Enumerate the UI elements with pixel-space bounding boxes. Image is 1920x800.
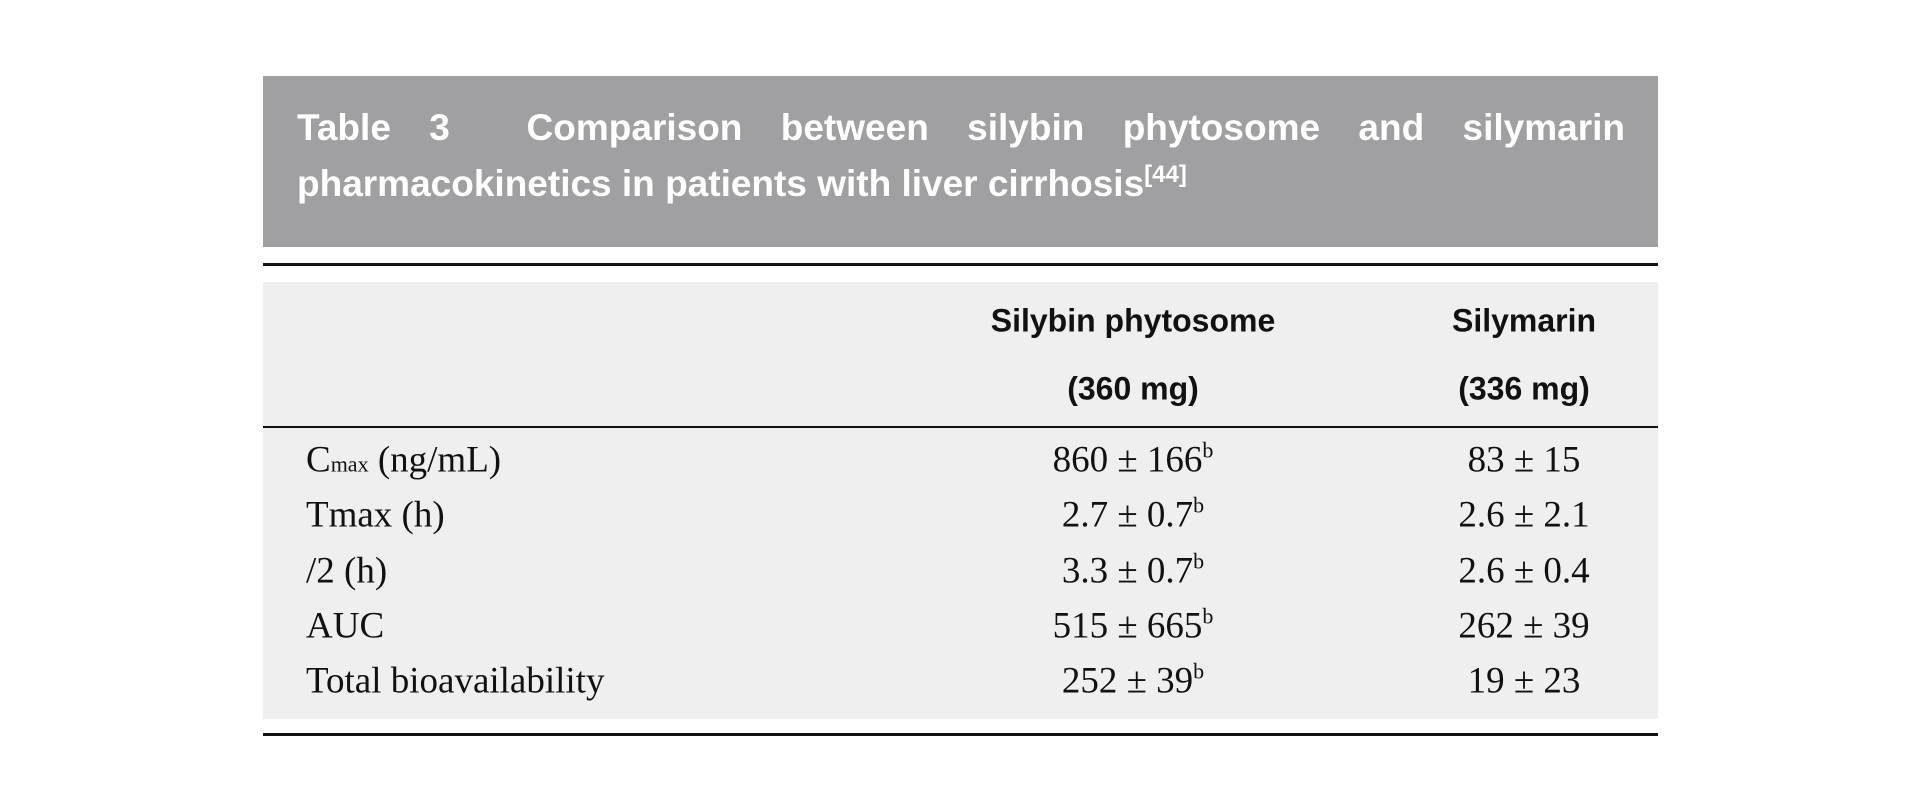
cell-value: 252 ± 39 [1061, 660, 1194, 702]
caption-banner [263, 76, 1658, 247]
row-label: AUC [306, 605, 384, 648]
cell-value: 3.3 ± 0.7 [1061, 550, 1194, 592]
cell-value: 83 ± 15 [1467, 439, 1581, 481]
table-cell: 252 ± 39b [1062, 660, 1204, 703]
cell-footnote: b [1202, 437, 1214, 463]
column-header: Silybin phytosome [990, 302, 1276, 339]
row-label-text: Tmax (h) [306, 494, 445, 536]
column-dose: (336 mg) [1458, 370, 1590, 407]
caption-label: Table 3 [297, 107, 450, 148]
table-cell: 860 ± 166b [1053, 439, 1214, 482]
row-label-subscript: max [330, 451, 369, 477]
cell-value: 2.7 ± 0.7 [1061, 494, 1194, 536]
row-label: Tmax (h) [306, 494, 445, 537]
row-label-text: /2 (h) [306, 550, 388, 592]
cell-footnote: b [1193, 548, 1205, 574]
cell-value: 2.6 ± 0.4 [1458, 550, 1590, 592]
row-label-unit: (ng/mL) [377, 439, 502, 481]
column-header: Silymarin [1451, 302, 1597, 339]
cell-value: 19 ± 23 [1467, 660, 1581, 702]
table-cell: 2.6 ± 2.1 [1458, 494, 1589, 537]
cell-value: 262 ± 39 [1458, 605, 1590, 647]
caption-text: Comparison between silybin phytosome and… [297, 107, 1626, 204]
table-cell: 2.7 ± 0.7b [1062, 494, 1204, 537]
bottom-rule [263, 733, 1658, 736]
table-cell: 3.3 ± 0.7b [1062, 550, 1204, 593]
table-cell: 262 ± 39 [1458, 605, 1589, 648]
row-label-text: AUC [306, 605, 385, 647]
table-cell: 515 ± 665b [1053, 605, 1214, 648]
row-label: /2 (h) [306, 550, 387, 593]
cell-value: 2.6 ± 2.1 [1458, 494, 1590, 536]
table-caption: Table 3 Comparison between silybin phyto… [297, 100, 1625, 212]
table-cell: 83 ± 15 [1468, 439, 1581, 482]
caption-ref: [44] [1144, 161, 1187, 188]
table-body [263, 282, 1658, 719]
top-rule [263, 263, 1658, 266]
column-dose: (360 mg) [1067, 370, 1199, 407]
table-cell: 19 ± 23 [1468, 660, 1581, 703]
cell-footnote: b [1193, 492, 1205, 518]
cell-value: 515 ± 665 [1052, 605, 1203, 647]
header-rule [263, 426, 1658, 428]
cell-value: 860 ± 166 [1052, 439, 1203, 481]
row-label: Cmax (ng/mL) [306, 439, 501, 482]
table-cell: 2.6 ± 0.4 [1458, 550, 1589, 593]
row-label-text: Total bioavailability [306, 660, 605, 702]
cell-footnote: b [1202, 603, 1214, 629]
cell-footnote: b [1193, 658, 1205, 684]
row-label-text: C [306, 439, 331, 481]
row-label: Total bioavailability [306, 660, 604, 703]
